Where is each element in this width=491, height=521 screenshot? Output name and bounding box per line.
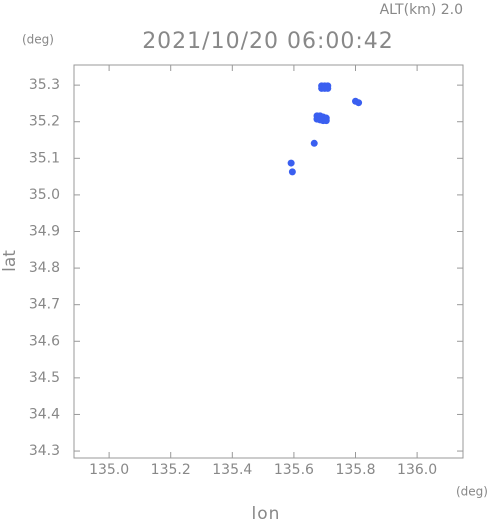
x-tick-label: 135.0 [89, 462, 129, 478]
y-tick-label: 34.4 [29, 406, 60, 422]
echo-point [322, 117, 330, 125]
echo-point [287, 159, 295, 167]
y-tick-label: 34.6 [29, 333, 60, 349]
y-axis-label: lat [0, 250, 20, 272]
y-tick-label: 35.0 [29, 187, 60, 203]
subtitle: ALT(km) 2.0 [380, 2, 463, 18]
y-tick-label: 34.3 [29, 443, 60, 459]
x-axis-label: lon [252, 504, 281, 521]
x-unit: (deg) [456, 485, 488, 499]
y-tick-label: 34.7 [29, 297, 60, 313]
y-tick-label: 35.2 [29, 114, 60, 130]
y-tick-label: 34.5 [29, 370, 60, 386]
x-tick-label: 135.6 [274, 462, 314, 478]
x-tick-label: 135.2 [151, 462, 191, 478]
x-tick-label: 136.0 [397, 462, 437, 478]
chart-title: 2021/10/20 06:00:42 [142, 29, 394, 54]
y-tick-label: 34.9 [29, 223, 60, 239]
plot-frame [73, 64, 464, 459]
echo-point [288, 168, 296, 176]
echo-point [355, 99, 363, 107]
y-tick-label: 34.8 [29, 260, 60, 276]
y-tick-label: 35.1 [29, 150, 60, 166]
y-unit: (deg) [22, 33, 54, 47]
echo-point [324, 84, 332, 92]
x-tick-label: 135.4 [212, 462, 252, 478]
y-tick-label: 35.3 [29, 77, 60, 93]
echo-point [310, 139, 318, 147]
x-tick-label: 135.8 [335, 462, 375, 478]
